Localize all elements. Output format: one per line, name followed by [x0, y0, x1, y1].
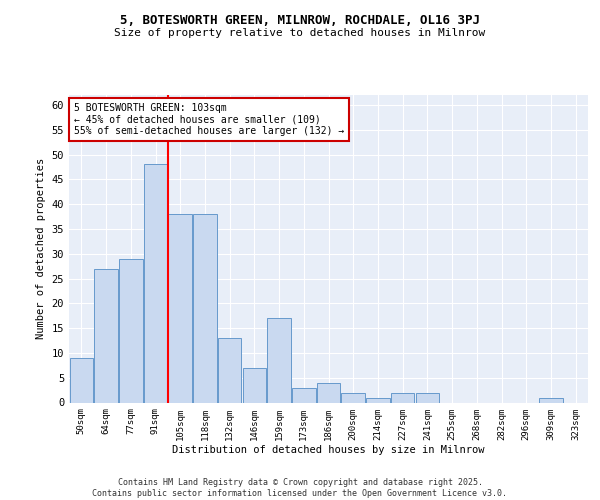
Bar — [94, 268, 118, 402]
Y-axis label: Number of detached properties: Number of detached properties — [36, 158, 46, 340]
Bar — [193, 214, 217, 402]
Bar — [317, 382, 340, 402]
Bar — [119, 258, 143, 402]
Bar — [292, 388, 316, 402]
Bar — [341, 392, 365, 402]
Bar — [539, 398, 563, 402]
Bar — [70, 358, 93, 403]
Bar — [366, 398, 389, 402]
Bar — [169, 214, 192, 402]
Bar — [144, 164, 167, 402]
Text: 5, BOTESWORTH GREEN, MILNROW, ROCHDALE, OL16 3PJ: 5, BOTESWORTH GREEN, MILNROW, ROCHDALE, … — [120, 14, 480, 27]
Bar — [268, 318, 291, 402]
Text: Size of property relative to detached houses in Milnrow: Size of property relative to detached ho… — [115, 28, 485, 38]
Bar — [391, 392, 415, 402]
Text: 5 BOTESWORTH GREEN: 103sqm
← 45% of detached houses are smaller (109)
55% of sem: 5 BOTESWORTH GREEN: 103sqm ← 45% of deta… — [74, 102, 344, 136]
Bar — [242, 368, 266, 402]
X-axis label: Distribution of detached houses by size in Milnrow: Distribution of detached houses by size … — [172, 445, 485, 455]
Text: Contains HM Land Registry data © Crown copyright and database right 2025.
Contai: Contains HM Land Registry data © Crown c… — [92, 478, 508, 498]
Bar — [416, 392, 439, 402]
Bar — [218, 338, 241, 402]
